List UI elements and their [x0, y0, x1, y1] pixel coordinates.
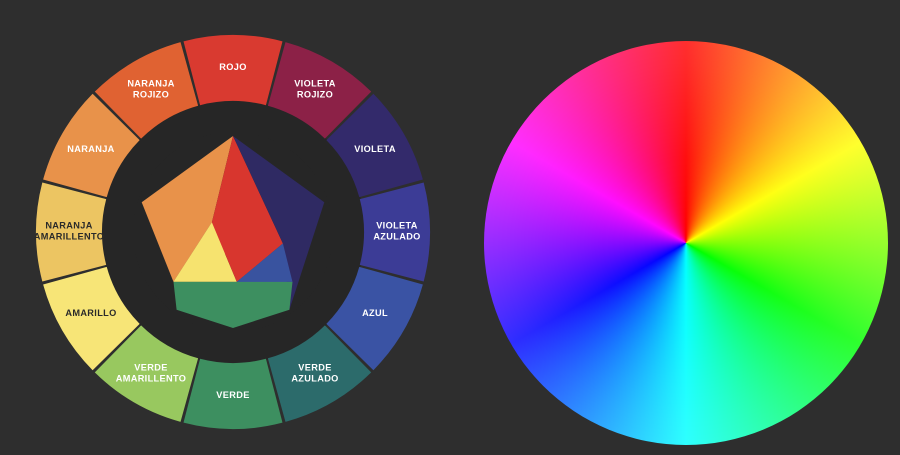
inner-polygon-face-azul-2[interactable] — [236, 243, 293, 282]
inner-polygon-face-amarillo-2[interactable] — [173, 222, 237, 282]
color-wheel-segment-swatch[interactable] — [267, 325, 372, 422]
color-wheel-segment[interactable]: VIOLETA AZULADO — [359, 182, 430, 282]
color-wheel-segment-swatch[interactable] — [326, 266, 423, 371]
continuous-color-wheel — [484, 41, 888, 445]
color-wheel-segment[interactable]: VERDE — [183, 358, 283, 429]
color-wheel-segment-swatch[interactable] — [183, 358, 283, 429]
inner-polygon-face-verde[interactable] — [173, 281, 293, 328]
color-wheel-segment[interactable]: NARANJA AMARILLENTO — [34, 182, 107, 282]
traditional-color-wheel: ROJO VIOLETA ROJIZO VIOLETA VIOLETA AZULADO AZ… — [34, 33, 432, 431]
inner-polygon-face-violeta[interactable] — [233, 136, 325, 310]
color-wheel-segment-swatch[interactable] — [35, 182, 107, 282]
color-wheel-segment-swatch[interactable] — [183, 34, 283, 106]
color-wheel-segment-swatch[interactable] — [43, 266, 140, 371]
color-wheel-segment-swatch[interactable] — [94, 42, 199, 139]
inner-polygon-face-rojo[interactable] — [211, 136, 283, 282]
color-wheel-segment[interactable]: ROJO — [183, 34, 283, 106]
color-wheel-segment-swatch[interactable] — [326, 93, 423, 198]
inner-polygon-face-naranja[interactable] — [141, 136, 233, 282]
color-wheel-segment-swatch[interactable] — [359, 182, 430, 282]
color-wheel-segment-swatch[interactable] — [43, 93, 140, 198]
spectrum-disc — [484, 41, 888, 445]
color-wheel-segment-swatch[interactable] — [267, 42, 372, 139]
color-wheel-segment-swatch[interactable] — [94, 325, 199, 422]
